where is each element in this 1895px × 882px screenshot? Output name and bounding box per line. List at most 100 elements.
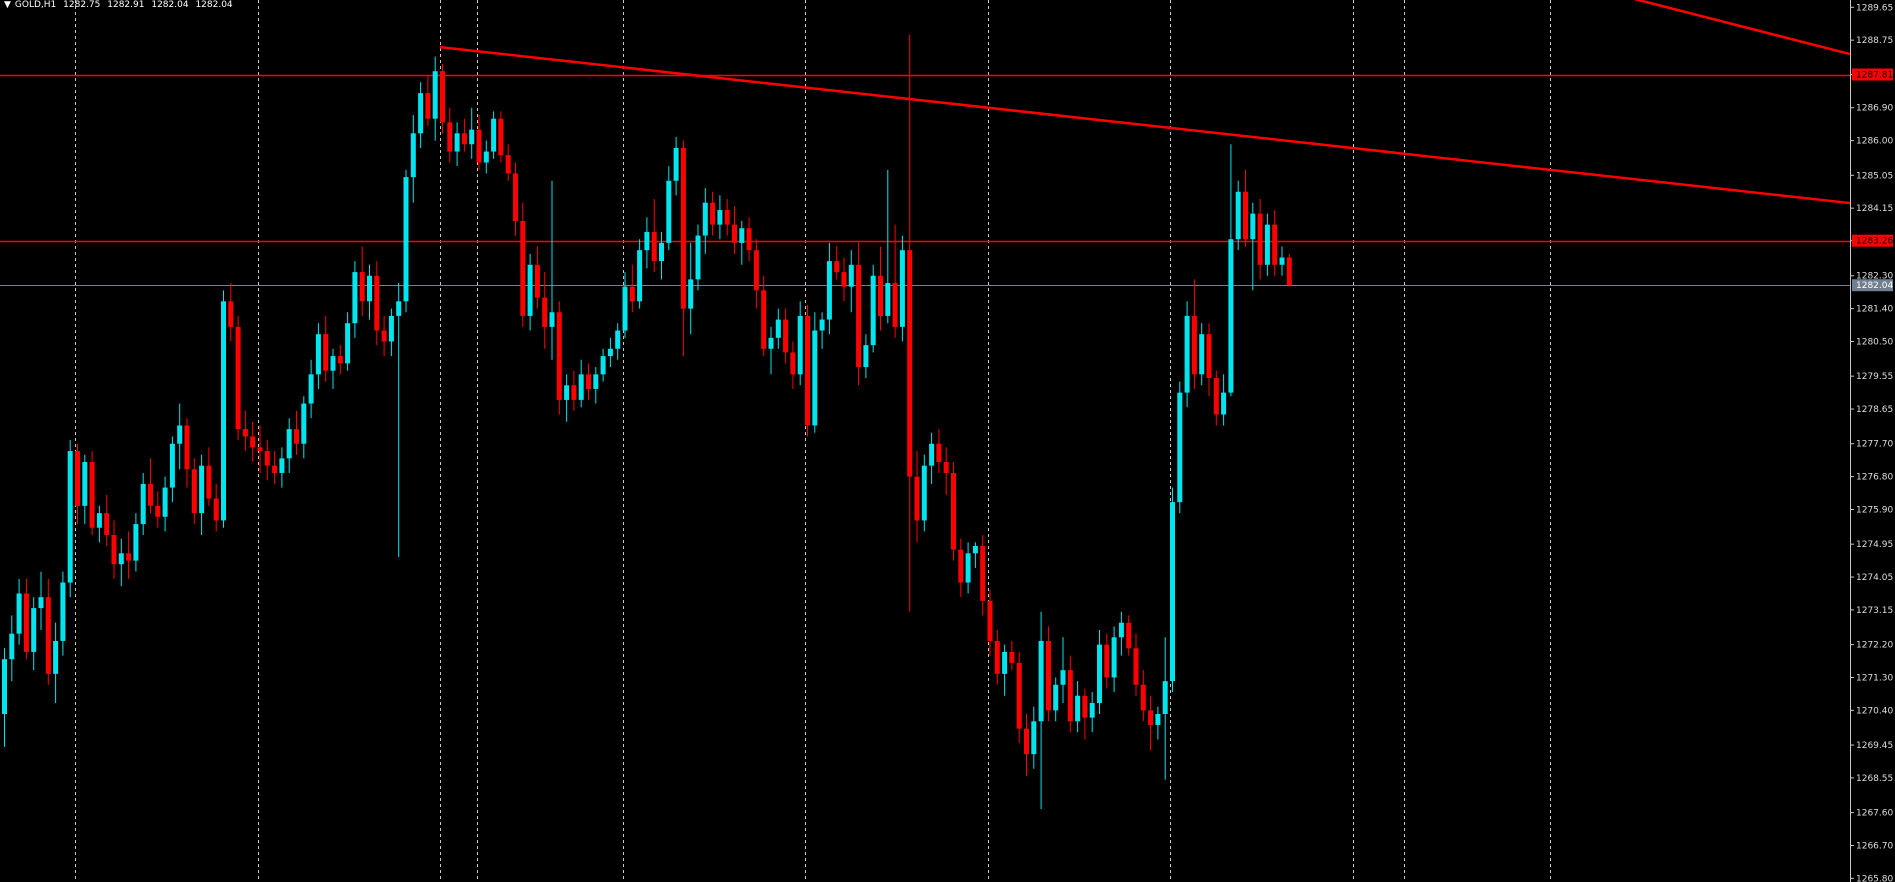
candle-body	[556, 312, 562, 400]
candle-108	[790, 341, 796, 389]
axis-background	[1850, 0, 1895, 882]
candle-27	[199, 454, 205, 536]
candle-body	[892, 283, 898, 327]
candle-body	[1067, 670, 1073, 722]
candle-body	[1228, 239, 1234, 393]
candle-body	[1111, 637, 1117, 678]
candle-body	[447, 122, 453, 152]
axis-tick-label: 1284.15	[1856, 204, 1893, 214]
candle-body	[148, 483, 153, 506]
candle-149	[1089, 692, 1095, 733]
candle-body	[542, 297, 548, 327]
dropdown-triangle-icon[interactable]: ▼	[4, 0, 11, 10]
candle-12	[89, 451, 95, 536]
candle-129	[943, 447, 949, 495]
candle-body	[126, 553, 132, 561]
candle-body	[790, 352, 796, 375]
candle-body	[1009, 651, 1015, 663]
candle-body	[1097, 644, 1102, 704]
axis-tick-label: 1289.65	[1856, 3, 1893, 13]
trendline-0[interactable]	[439, 45, 1851, 205]
candle-106	[775, 308, 781, 349]
candle-60	[440, 63, 445, 134]
candle-body	[1272, 224, 1278, 265]
candle-body	[564, 385, 570, 400]
candle-body	[469, 129, 475, 145]
candle-body	[826, 261, 832, 320]
candle-153	[1118, 611, 1124, 656]
axis-tick-label: 1279.55	[1856, 372, 1893, 382]
candle-body	[1075, 695, 1081, 722]
price-axis: 1289.65 1288.75 1287.81 1286.90 1286.00 1285.…	[1850, 0, 1895, 882]
candle-50	[367, 264, 372, 320]
candle-22	[162, 476, 168, 532]
candle-125	[914, 451, 920, 543]
candle-body	[651, 231, 657, 262]
candle-body	[921, 465, 927, 521]
trendlines[interactable]	[439, 0, 1851, 205]
candle-3	[23, 578, 29, 660]
candle-30	[221, 290, 226, 528]
low-value: 1282.04	[151, 0, 189, 10]
candle-body	[1024, 728, 1029, 755]
axis-tick-label: 1268.55	[1856, 774, 1893, 784]
close-value: 1282.04	[195, 0, 233, 10]
candle-body	[739, 228, 745, 243]
candle-175	[1279, 246, 1285, 276]
axis-tick-label: 1271.30	[1856, 673, 1893, 683]
candle-body	[491, 118, 497, 152]
candle-body	[1191, 315, 1197, 375]
candle-body	[53, 640, 59, 674]
candle-169	[1235, 180, 1241, 251]
candle-172	[1257, 199, 1263, 280]
candle-166	[1213, 370, 1219, 426]
candle-body	[600, 356, 606, 375]
level-price-label-1: 1283.26	[1856, 237, 1893, 247]
candle-72	[527, 253, 533, 331]
candle-109	[797, 301, 803, 386]
candle-163	[1191, 279, 1197, 389]
candle-77	[564, 374, 570, 422]
candle-66	[483, 140, 489, 174]
candle-173	[1264, 213, 1270, 276]
candle-body	[1118, 622, 1124, 638]
candle-body	[761, 290, 767, 349]
candle-78	[571, 370, 577, 411]
candle-49	[359, 246, 365, 316]
candle-body	[637, 250, 643, 302]
candle-body	[702, 202, 708, 236]
candle-body	[1002, 651, 1008, 674]
candle-31	[228, 283, 234, 342]
candle-62	[454, 122, 460, 167]
candle-body	[213, 498, 219, 521]
candle-body	[805, 315, 810, 426]
candle-40	[294, 410, 299, 455]
candle-83	[607, 337, 613, 368]
candle-body	[863, 345, 869, 368]
candle-33	[242, 410, 248, 452]
candle-body	[520, 220, 526, 316]
candle-141	[1031, 706, 1037, 769]
candle-10	[75, 443, 80, 525]
candle-body	[228, 301, 234, 327]
candle-54	[396, 283, 402, 557]
candle-body	[367, 275, 372, 302]
candle-136	[994, 630, 1000, 685]
candle-140	[1024, 714, 1029, 777]
level-price-label-0: 1287.81	[1856, 71, 1893, 81]
axis-tick-label: 1286.90	[1856, 104, 1893, 114]
candle-81	[593, 367, 599, 404]
candle-body	[96, 513, 102, 528]
trendline-1[interactable]	[1630, 0, 1851, 56]
candle-142	[1038, 611, 1044, 809]
candle-1	[9, 615, 15, 682]
candle-36	[264, 440, 270, 481]
candle-47	[345, 312, 351, 371]
axis-tick-label: 1267.60	[1856, 809, 1893, 819]
candle-body	[432, 71, 438, 119]
candle-body	[418, 93, 424, 134]
candle-body	[1016, 662, 1022, 729]
candle-body	[717, 210, 723, 225]
